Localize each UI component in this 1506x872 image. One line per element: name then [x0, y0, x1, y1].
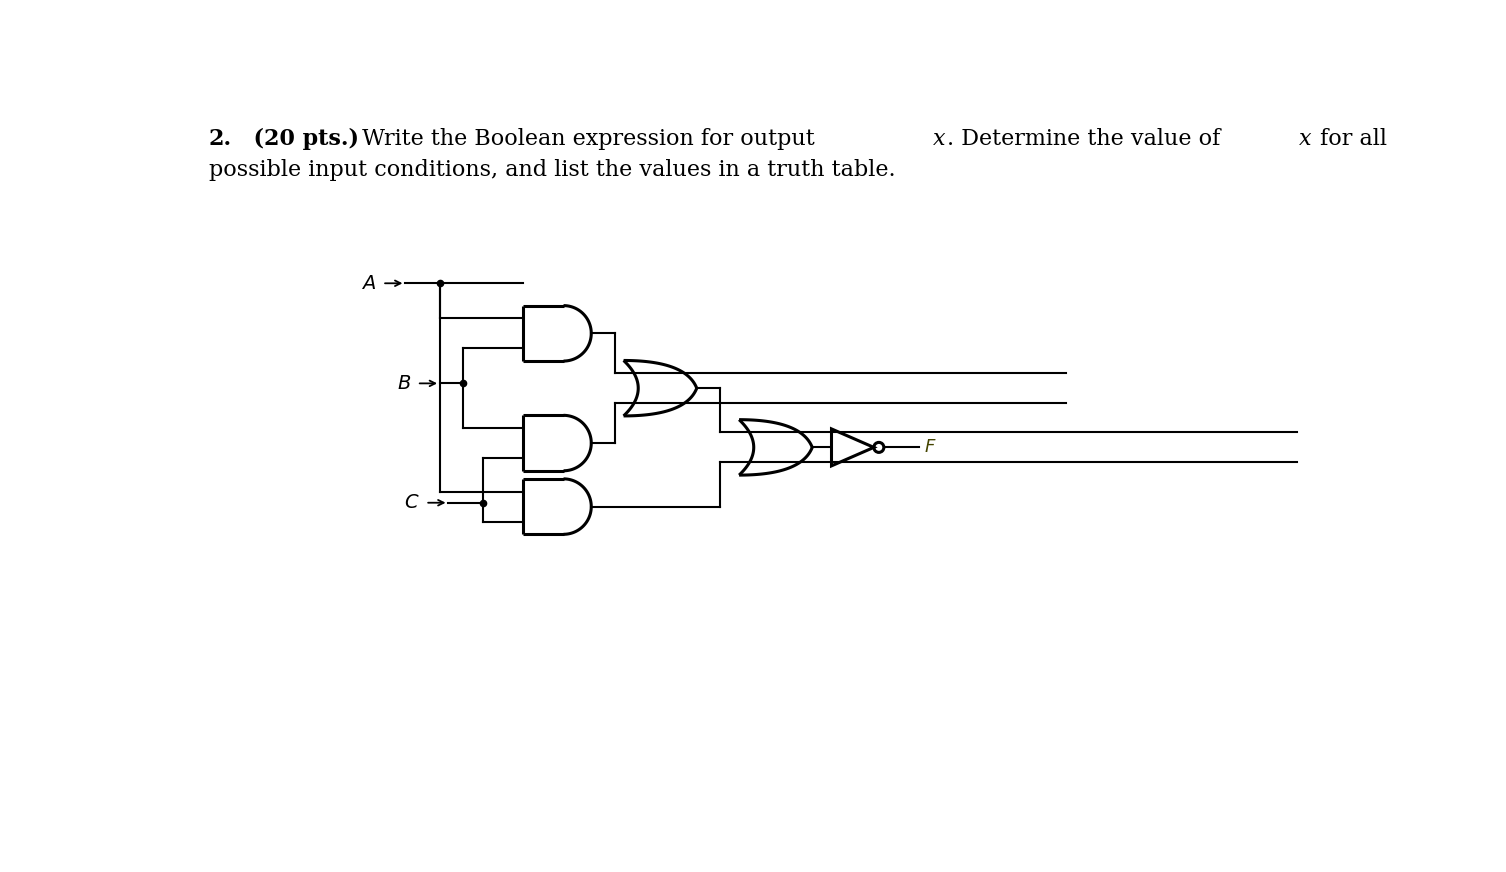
- Text: 2.: 2.: [209, 127, 232, 150]
- Text: for all: for all: [1313, 127, 1387, 150]
- Text: x: x: [934, 127, 946, 150]
- Text: $F$: $F$: [923, 439, 937, 456]
- Text: $B$: $B$: [396, 374, 411, 393]
- Text: . Determine the value of: . Determine the value of: [947, 127, 1227, 150]
- Text: possible input conditions, and list the values in a truth table.: possible input conditions, and list the …: [209, 159, 896, 181]
- Text: $C$: $C$: [404, 494, 419, 512]
- Text: Write the Boolean expression for output: Write the Boolean expression for output: [355, 127, 822, 150]
- Text: (20 pts.): (20 pts.): [238, 127, 360, 150]
- Text: x: x: [1300, 127, 1312, 150]
- Text: $A$: $A$: [361, 274, 376, 293]
